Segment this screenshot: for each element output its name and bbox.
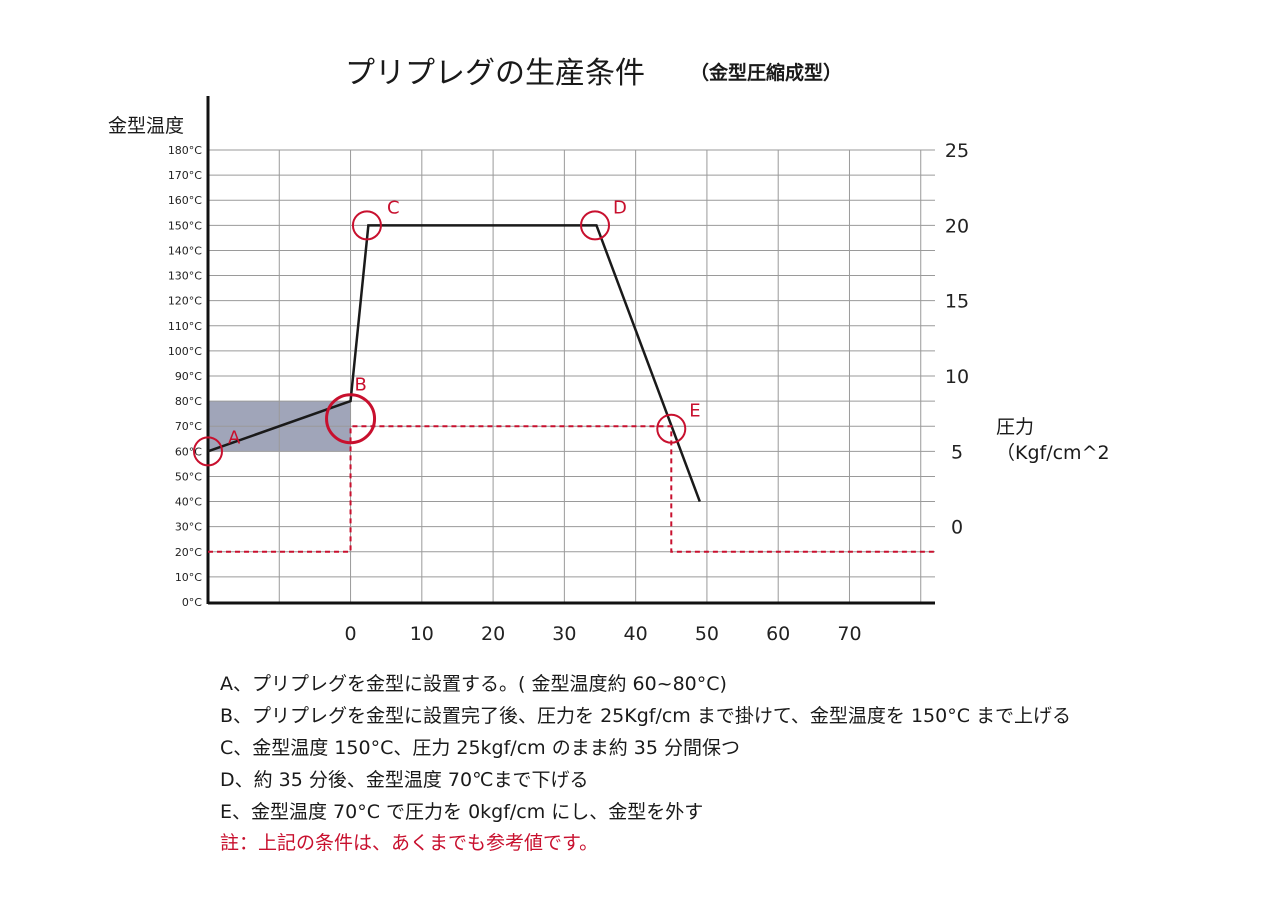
marker-label-c: C bbox=[387, 197, 400, 218]
x-tick-label: 50 bbox=[695, 623, 719, 645]
y-tick-label: 140°C bbox=[168, 244, 202, 257]
y-tick-label: 70°C bbox=[175, 420, 202, 433]
pressure-line bbox=[208, 425, 935, 553]
marker-circle-e bbox=[656, 413, 687, 444]
chart-title: プリプレグの生産条件 bbox=[345, 56, 645, 91]
x-tick-label: 60 bbox=[766, 623, 790, 645]
y2-tick-label: 0 bbox=[951, 517, 963, 539]
y-tick-label: 100°C bbox=[168, 345, 202, 358]
process-chart: 0°C 10°C 20°C 30°C 40°C 50°C 60°C 70°C 80°C 90°C 1… bbox=[168, 96, 969, 645]
y-tick-label: 80°C bbox=[175, 395, 202, 408]
note-b: B、プリプレグを金型に設置完了後、圧力を 25Kgf/cm まで掛けて、金型温度… bbox=[220, 705, 1072, 727]
chart-subtitle: （金型圧縮成型） bbox=[690, 62, 843, 84]
note-a: A、プリプレグを金型に設置する。( 金型温度約 60~80°C) bbox=[220, 673, 727, 695]
y-tick-label: 60°C bbox=[175, 445, 202, 458]
marker-circle-d bbox=[580, 210, 611, 241]
notes-list: A、プリプレグを金型に設置する。( 金型温度約 60~80°C) B、プリプレグ… bbox=[220, 668, 1071, 828]
y2-tick-label: 15 bbox=[945, 291, 969, 313]
y-tick-label: 130°C bbox=[168, 270, 202, 283]
y2-axis-label-line2: （Kgf/cm^2 bbox=[996, 442, 1110, 464]
y-tick-label: 30°C bbox=[175, 521, 202, 534]
y2-tick-label: 25 bbox=[945, 140, 969, 162]
y2-tick-label: 10 bbox=[945, 366, 969, 388]
temperature-line bbox=[207, 224, 701, 502]
marker-label-e: E bbox=[689, 401, 700, 422]
marker-circle-a bbox=[193, 436, 223, 467]
marker-label-a: A bbox=[228, 427, 241, 448]
x-tick-label: 0 bbox=[345, 623, 357, 645]
y2-tick-label: 5 bbox=[951, 441, 963, 463]
marker-label-b: B bbox=[355, 375, 367, 396]
y-tick-label: 170°C bbox=[168, 169, 202, 182]
x-tick-label: 40 bbox=[624, 623, 648, 645]
y2-axis-label-line1: 圧力 bbox=[996, 416, 1035, 438]
y-tick-label: 0°C bbox=[182, 596, 202, 609]
marker-circle-c bbox=[351, 210, 382, 241]
note-c: C、金型温度 150°C、圧力 25kgf/cm のまま約 35 分間保つ bbox=[220, 737, 740, 759]
y-tick-label: 160°C bbox=[168, 194, 202, 207]
x-tick-label: 10 bbox=[410, 623, 434, 645]
x-tick-label: 20 bbox=[481, 623, 505, 645]
y2-axis-label: 圧力 （Kgf/cm^2 bbox=[996, 414, 1110, 466]
marker-label-d: D bbox=[613, 197, 627, 218]
x-tick-label: 70 bbox=[837, 623, 861, 645]
note-e: E、金型温度 70°C で圧力を 0kgf/cm にし、金型を外す bbox=[220, 801, 704, 823]
y-tick-label: 150°C bbox=[168, 219, 202, 232]
disclaimer-note: 註：上記の条件は、あくまでも参考値です。 bbox=[220, 832, 599, 854]
y-tick-label: 180°C bbox=[168, 144, 202, 157]
y-tick-label: 120°C bbox=[168, 295, 202, 308]
y-tick-label: 10°C bbox=[175, 571, 202, 584]
y-tick-label: 90°C bbox=[175, 370, 202, 383]
y-tick-label: 110°C bbox=[168, 320, 202, 333]
marker-circle-b bbox=[325, 393, 377, 445]
y-tick-label: 20°C bbox=[175, 546, 202, 559]
y-tick-label: 50°C bbox=[175, 470, 202, 483]
x-tick-label: 30 bbox=[552, 623, 576, 645]
y2-tick-label: 20 bbox=[945, 215, 969, 237]
y-axis-label: 金型温度 bbox=[108, 115, 185, 137]
note-d: D、約 35 分後、金型温度 70℃まで下げる bbox=[220, 769, 589, 791]
y-tick-label: 40°C bbox=[175, 496, 202, 509]
